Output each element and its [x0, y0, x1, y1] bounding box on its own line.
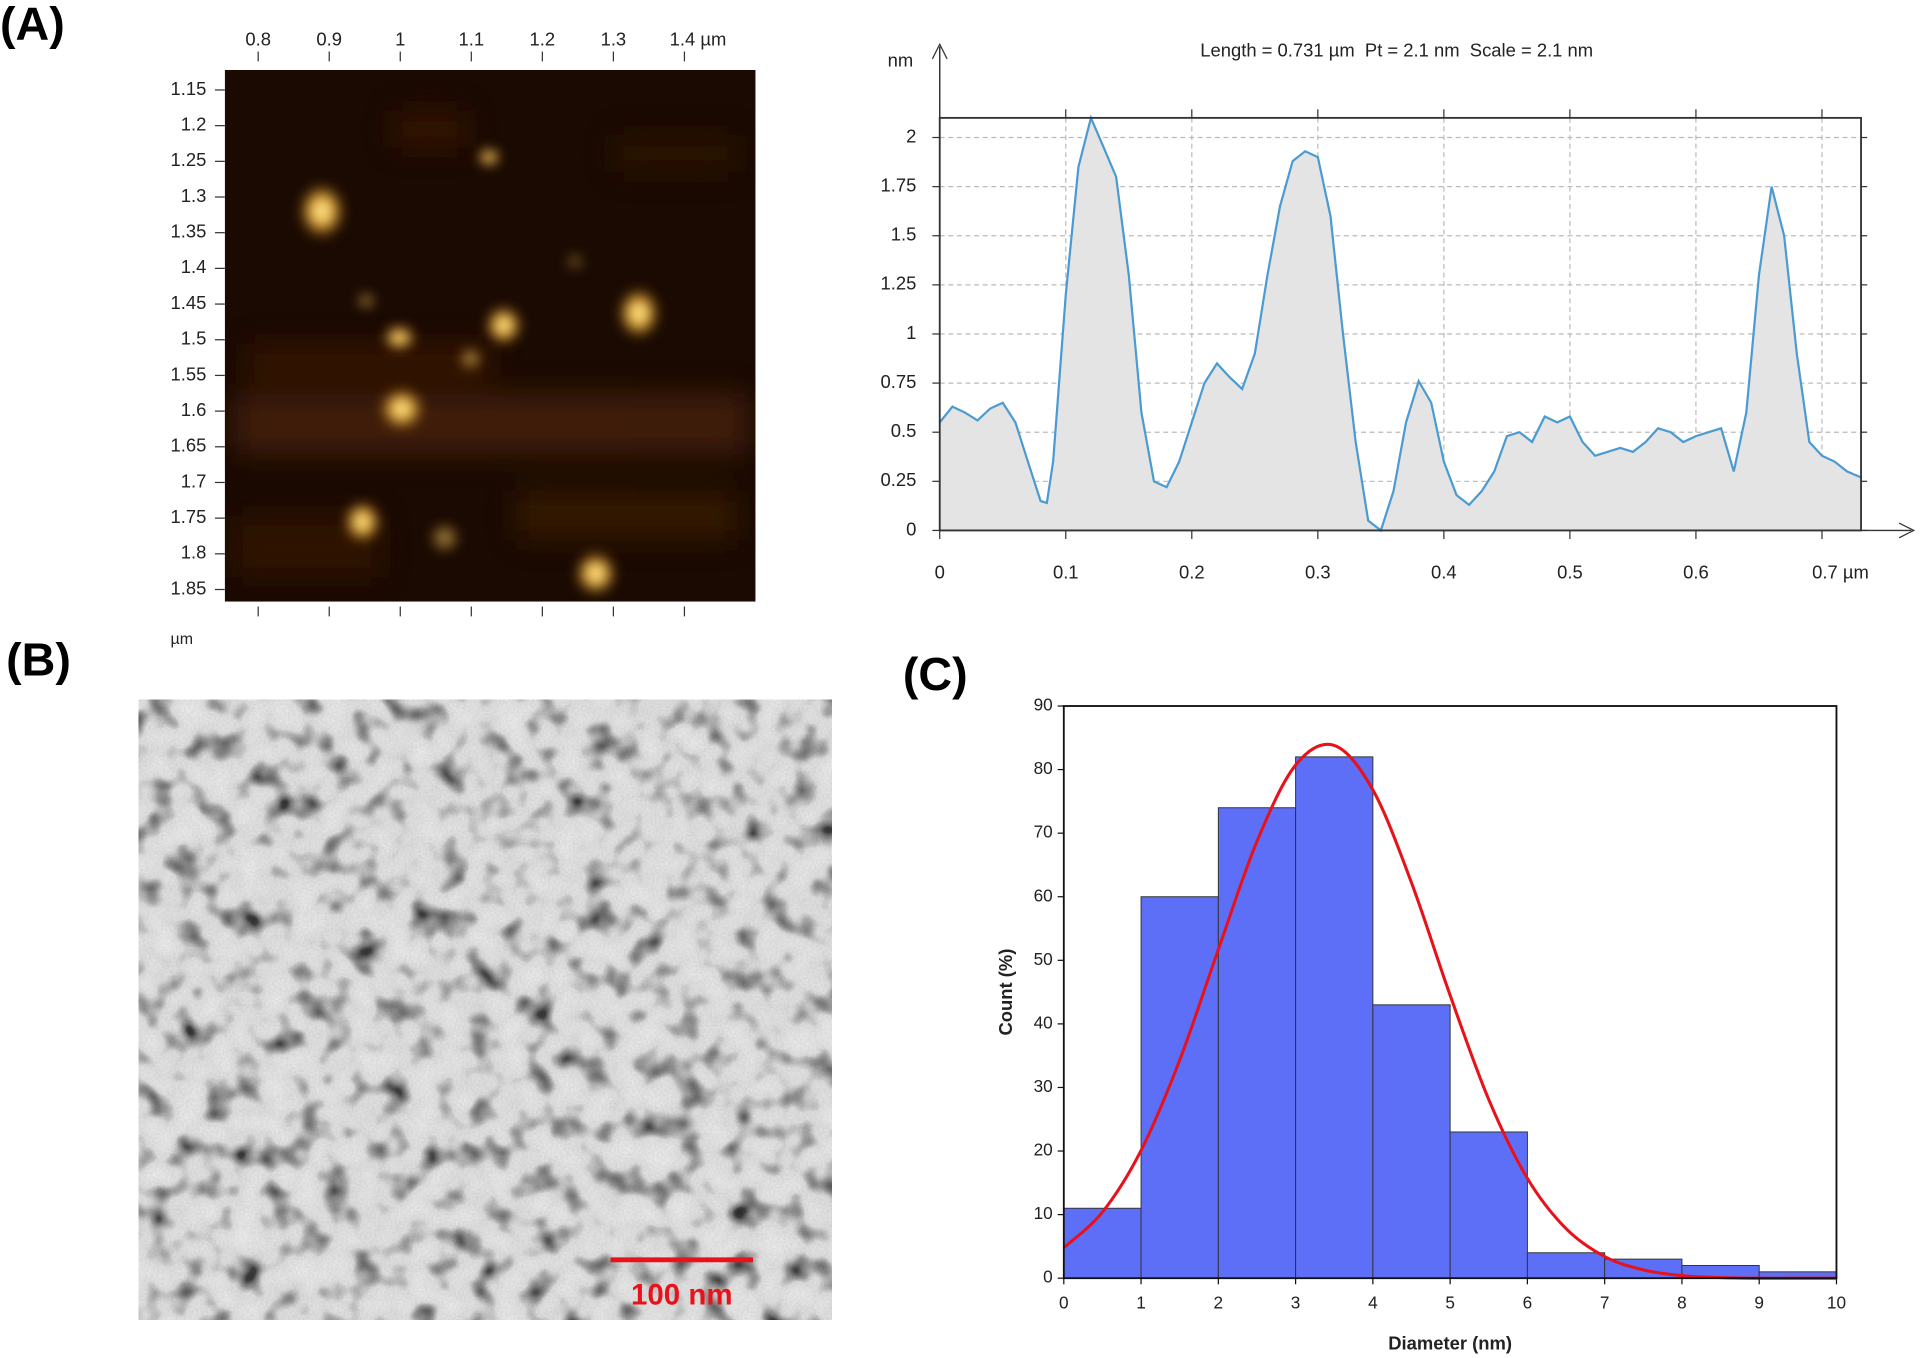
x-tick-label: 3 — [1291, 1293, 1301, 1313]
x-tick-label: 1.4 µm — [670, 28, 727, 49]
x-tick-label: 0.6 — [1683, 561, 1709, 582]
x-axis-label: Diameter (nm) — [1388, 1332, 1512, 1353]
y-tick-label: 1.15 — [171, 78, 207, 99]
profile-line — [938, 114, 1862, 533]
y-tick-label: 1.5 — [891, 224, 917, 245]
bar — [1372, 1004, 1451, 1279]
y-tick-label: 10 — [1034, 1203, 1053, 1223]
y-tick-label: 1.65 — [171, 435, 207, 456]
y-tick-label: 1.55 — [171, 363, 207, 384]
y-tick-label: 0.5 — [891, 420, 917, 441]
x-tick-label: 0.1 — [1053, 561, 1079, 582]
x-tick-label: 0.7 µm — [1812, 561, 1869, 582]
x-tick-label: 1.1 — [459, 28, 485, 49]
x-tick-label: 2 — [1214, 1293, 1224, 1313]
afm-image — [224, 69, 756, 602]
y-tick-label: 1.7 — [181, 470, 207, 491]
y-tick-label: 1.8 — [181, 542, 207, 563]
y-tick-label: 30 — [1034, 1076, 1053, 1096]
x-tick-label: 1.2 — [530, 28, 556, 49]
y-tick-label: 60 — [1034, 885, 1053, 905]
panel-label: (B) — [6, 633, 71, 685]
y-tick-label: 20 — [1034, 1140, 1053, 1160]
x-tick-label: 5 — [1445, 1293, 1455, 1313]
scale-bar-label: 100 nm — [631, 1278, 733, 1311]
y-tick-label: 1.5 — [181, 328, 207, 349]
y-tick-label: 1.25 — [881, 273, 917, 294]
y-tick-label: 70 — [1034, 822, 1053, 842]
y-tick-label: 1 — [906, 322, 916, 343]
y-tick-label: 40 — [1034, 1012, 1053, 1032]
x-tick-label: 0.4 — [1431, 561, 1457, 582]
x-tick-label: 0 — [935, 561, 945, 582]
y-tick-label: 80 — [1034, 758, 1053, 778]
y-tick-label: 50 — [1034, 949, 1053, 969]
bar — [1295, 756, 1374, 1279]
panel-label: (C) — [903, 648, 968, 700]
x-tick-label: 1 — [1136, 1293, 1146, 1313]
x-tick-label: 8 — [1677, 1293, 1687, 1313]
x-tick-label: 10 — [1827, 1293, 1846, 1313]
x-tick-label: 1.3 — [601, 28, 627, 49]
y-tick-label: 90 — [1034, 695, 1053, 715]
y-tick-label: 0.25 — [881, 469, 917, 490]
y-tick-label: 1.4 — [181, 256, 207, 277]
x-tick-label: 0.9 — [316, 28, 342, 49]
bar — [1063, 1207, 1142, 1279]
x-tick-label: 0.2 — [1179, 561, 1205, 582]
y-tick-label: 1.75 — [171, 506, 207, 527]
x-tick-label: 0 — [1059, 1293, 1069, 1313]
y-tick-label: 1.35 — [171, 221, 207, 242]
x-tick-label: 6 — [1523, 1293, 1533, 1313]
y-tick-label: 1.2 — [181, 114, 207, 135]
y-tick-label: 1.25 — [171, 149, 207, 170]
fit-curve — [1062, 742, 1837, 1280]
bar — [1526, 1252, 1606, 1279]
y-tick-label: 1.85 — [171, 577, 207, 598]
area — [939, 117, 1862, 531]
x-tick-label: 0.5 — [1557, 561, 1583, 582]
unit-label: µm — [171, 631, 193, 648]
chart-title: Length = 0.731 µm Pt = 2.1 nm Scale = 2.… — [1200, 39, 1593, 60]
x-tick-label: 7 — [1600, 1293, 1610, 1313]
x-tick-label: 1 — [395, 28, 405, 49]
y-tick-label: 1.3 — [181, 185, 207, 206]
y-arrow — [931, 42, 948, 60]
y-tick-label: 0 — [1043, 1267, 1053, 1287]
y-tick-label: 1.75 — [881, 174, 917, 195]
y-axis-label: nm — [888, 49, 914, 70]
tem-image — [138, 699, 832, 1320]
y-tick-label: 1.45 — [171, 292, 207, 313]
y-tick-label: 0 — [906, 518, 916, 539]
y-tick-label: 0.75 — [881, 371, 917, 392]
y-tick-label: 1.6 — [181, 399, 207, 420]
x-arrow — [1898, 522, 1916, 539]
panel-label: (A) — [0, 0, 65, 49]
x-tick-label: 0.8 — [245, 28, 271, 49]
bar — [1449, 1131, 1528, 1279]
y-axis-label: Count (%) — [995, 949, 1016, 1036]
x-tick-label: 9 — [1754, 1293, 1764, 1313]
x-tick-label: 4 — [1368, 1293, 1378, 1313]
x-tick-label: 0.3 — [1305, 561, 1331, 582]
y-tick-label: 2 — [906, 125, 916, 146]
bar — [1217, 807, 1297, 1279]
bar — [1140, 896, 1219, 1279]
